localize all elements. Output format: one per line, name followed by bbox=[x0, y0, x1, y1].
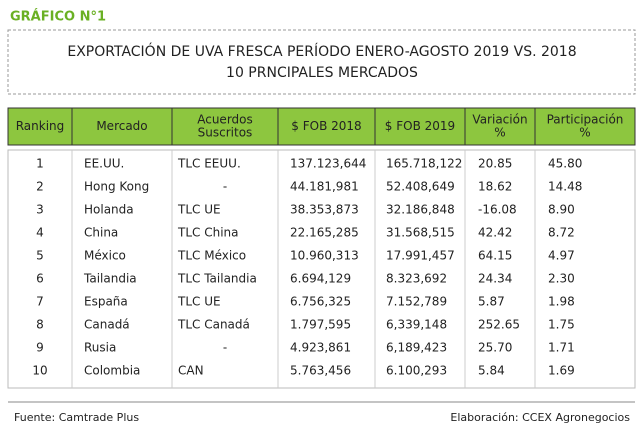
cell: 9 bbox=[36, 341, 44, 355]
cell: -16.08 bbox=[478, 203, 517, 217]
cell: 14.48 bbox=[548, 180, 582, 194]
cell: Canadá bbox=[84, 318, 130, 332]
column-header: % bbox=[494, 126, 505, 140]
column-header: Variación bbox=[472, 113, 527, 127]
cell: 5.763,456 bbox=[290, 364, 351, 378]
cell: China bbox=[84, 226, 118, 240]
cell: 4.97 bbox=[548, 249, 575, 263]
cell: 8.90 bbox=[548, 203, 575, 217]
cell: Tailandia bbox=[83, 272, 137, 286]
column-header: Participación bbox=[547, 113, 624, 127]
cell: 24.34 bbox=[478, 272, 512, 286]
cell: 2 bbox=[36, 180, 44, 194]
cell: 6.100,293 bbox=[386, 364, 447, 378]
cell: 2.30 bbox=[548, 272, 575, 286]
cell: 44.181,981 bbox=[290, 180, 359, 194]
cell: 5 bbox=[36, 249, 44, 263]
column-header: Ranking bbox=[16, 119, 65, 133]
cell: 22.165,285 bbox=[290, 226, 359, 240]
cell: 252.65 bbox=[478, 318, 520, 332]
cell: TLC UE bbox=[177, 295, 221, 309]
cell: 137.123,644 bbox=[290, 157, 366, 171]
cell: 4.923,861 bbox=[290, 341, 351, 355]
column-header: $ FOB 2019 bbox=[385, 119, 455, 133]
cell: 10.960,313 bbox=[290, 249, 359, 263]
cell: 52.408,649 bbox=[386, 180, 455, 194]
cell: 1.69 bbox=[548, 364, 575, 378]
cell: TLC UE bbox=[177, 203, 221, 217]
title-line: EXPORTACIÓN DE UVA FRESCA PERÍODO ENERO-… bbox=[67, 42, 576, 60]
cell: 8.72 bbox=[548, 226, 575, 240]
footer-credit: Elaboración: CCEX Agronegocios bbox=[450, 411, 630, 424]
cell: 8.323,692 bbox=[386, 272, 447, 286]
table-body bbox=[7, 149, 636, 389]
column-header: Mercado bbox=[96, 119, 147, 133]
cell: 45.80 bbox=[548, 157, 582, 171]
cell: TLC Tailandia bbox=[177, 272, 257, 286]
cell: 1.797,595 bbox=[290, 318, 351, 332]
cell: 7 bbox=[36, 295, 44, 309]
title-box bbox=[7, 29, 636, 95]
column-header: $ FOB 2018 bbox=[291, 119, 361, 133]
cell: 1.71 bbox=[548, 341, 575, 355]
title-line: 10 PRNCIPALES MERCADOS bbox=[226, 65, 418, 81]
cell: 6.756,325 bbox=[290, 295, 351, 309]
cell: EE.UU. bbox=[84, 157, 124, 171]
cell: 42.42 bbox=[478, 226, 512, 240]
cell: 1.75 bbox=[548, 318, 575, 332]
cell: 25.70 bbox=[478, 341, 512, 355]
cell: 6.694,129 bbox=[290, 272, 351, 286]
cell: 5.84 bbox=[478, 364, 505, 378]
cell: TLC México bbox=[177, 249, 246, 263]
cell: 32.186,848 bbox=[386, 203, 455, 217]
cell: TLC EEUU. bbox=[177, 157, 241, 171]
cell: Colombia bbox=[84, 364, 140, 378]
header-row bbox=[7, 107, 636, 146]
column-header: % bbox=[579, 126, 590, 140]
cell: - bbox=[223, 341, 227, 355]
column-header: Suscritos bbox=[198, 126, 253, 140]
footer-source: Fuente: Camtrade Plus bbox=[14, 411, 139, 424]
cell: 17.991,457 bbox=[386, 249, 455, 263]
cell: 1.98 bbox=[548, 295, 575, 309]
cell: 20.85 bbox=[478, 157, 512, 171]
cell: Hong Kong bbox=[84, 180, 149, 194]
cell: 4 bbox=[36, 226, 44, 240]
cell: 3 bbox=[36, 203, 44, 217]
cell: Rusia bbox=[84, 341, 116, 355]
cell: México bbox=[84, 249, 126, 263]
cell: TLC Canadá bbox=[177, 318, 250, 332]
cell: 10 bbox=[32, 364, 47, 378]
cell: CAN bbox=[178, 364, 204, 378]
figure-label: GRÁFICO N°1 bbox=[10, 9, 106, 25]
cell: España bbox=[84, 295, 128, 309]
cell: - bbox=[223, 180, 227, 194]
cell: 31.568,515 bbox=[386, 226, 455, 240]
cell: 6,339,148 bbox=[386, 318, 447, 332]
column-header: Acuerdos bbox=[197, 113, 253, 127]
cell: Holanda bbox=[84, 203, 134, 217]
cell: 64.15 bbox=[478, 249, 512, 263]
cell: 18.62 bbox=[478, 180, 512, 194]
cell: 165.718,122 bbox=[386, 157, 462, 171]
cell: 8 bbox=[36, 318, 44, 332]
cell: 1 bbox=[36, 157, 44, 171]
cell: 38.353,873 bbox=[290, 203, 359, 217]
cell: 6,189,423 bbox=[386, 341, 447, 355]
cell: 6 bbox=[36, 272, 44, 286]
cell: 5.87 bbox=[478, 295, 505, 309]
cell: TLC China bbox=[177, 226, 239, 240]
cell: 7.152,789 bbox=[386, 295, 447, 309]
